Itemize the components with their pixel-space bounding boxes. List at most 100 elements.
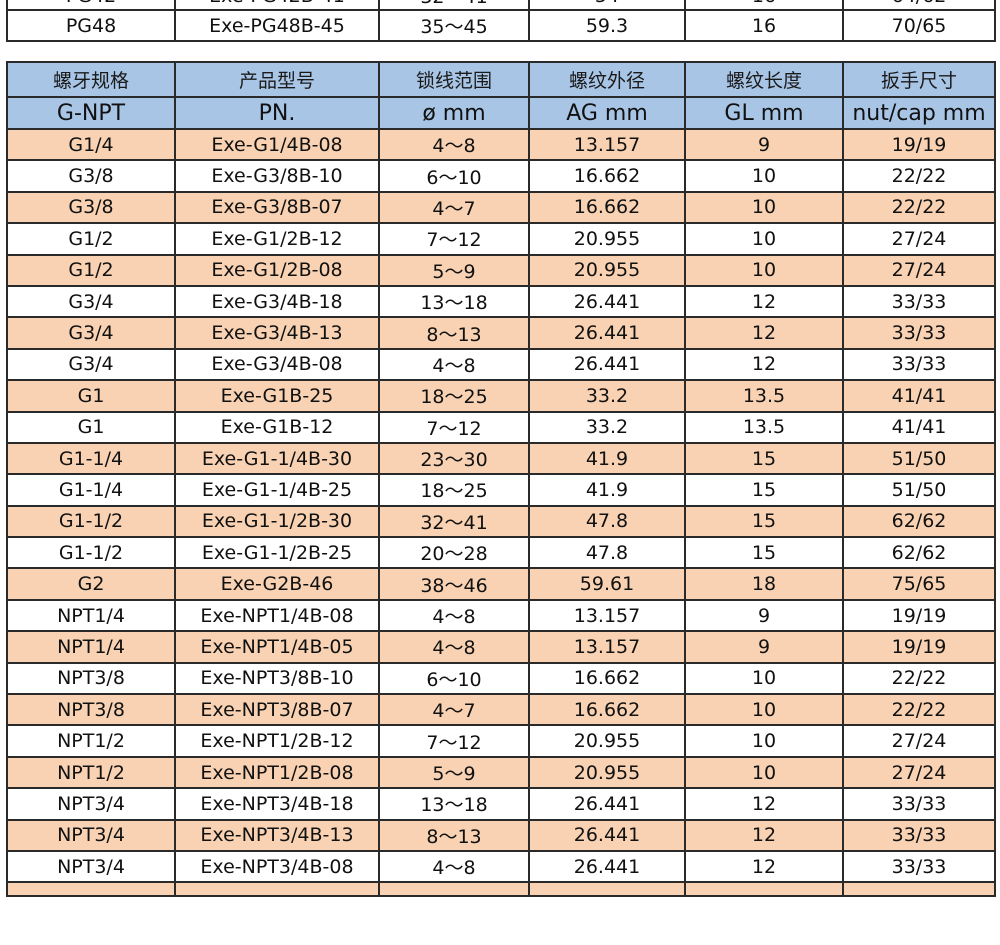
cell-wrench-size: 22/22 — [842, 190, 996, 225]
cell-cable-range: 4～8 — [378, 849, 530, 884]
cell-thread-spec: NPT3/4 — [6, 787, 176, 821]
cell-part-number: Exe-G2B-46 — [174, 567, 380, 601]
cell-empty — [842, 881, 996, 898]
cell-thread-spec: NPT3/8 — [6, 661, 176, 696]
cell-part-number: Exe-G1/2B-12 — [174, 222, 380, 256]
cell-wrench-size: 22/22 — [842, 159, 996, 193]
cell-wrench-size: 64/62 — [842, 0, 996, 11]
cell-cable-range: 5～9 — [378, 755, 530, 790]
cell-thread-spec: G1/2 — [6, 222, 176, 256]
cell-part-number: Exe-NPT1/4B-08 — [174, 598, 380, 633]
table-row: G3/4 Exe-G3/4B-18 13～18 26.441 12 33/33 — [6, 284, 996, 319]
cell-cable-range: 38～46 — [378, 567, 530, 601]
cell-empty — [528, 881, 686, 898]
cell-cable-range: 32～41 — [378, 504, 530, 539]
top-spec-table: PG42 Exe-PG42B-41 32～41 54 16 64/62 PG48… — [6, 0, 996, 42]
cell-thread-length: 10 — [684, 159, 844, 193]
cell-wrench-size: 51/50 — [842, 441, 996, 476]
cell-empty — [6, 881, 176, 898]
cell-wrench-size: 19/19 — [842, 630, 996, 664]
cell-thread-spec: G1-1/4 — [6, 473, 176, 507]
cell-thread-diameter: 13.157 — [528, 630, 686, 664]
cell-wrench-size: 70/65 — [842, 9, 996, 42]
cell-cable-range: 6～10 — [378, 159, 530, 193]
header-part-number-cn: 产品型号 — [174, 61, 380, 98]
table-row: G1-1/4 Exe-G1-1/4B-25 18～25 41.9 15 51/50 — [6, 473, 996, 507]
cell-wrench-size: 33/33 — [842, 849, 996, 884]
cell-wrench-size: 27/24 — [842, 222, 996, 256]
cell-thread-length: 12 — [684, 347, 844, 382]
cell-thread-diameter: 41.9 — [528, 441, 686, 476]
table-row: G1/2 Exe-G1/2B-08 5～9 20.955 10 27/24 — [6, 253, 996, 287]
header-part-number-en: PN. — [174, 96, 380, 130]
table-row: NPT3/4 Exe-NPT3/4B-18 13～18 26.441 12 33/33 — [6, 787, 996, 821]
cell-cable-range: 23～30 — [378, 441, 530, 476]
table-row: G1 Exe-G1B-25 18～25 33.2 13.5 41/41 — [6, 379, 996, 413]
cell-part-number: Exe-NPT3/8B-10 — [174, 661, 380, 696]
cell-part-number: Exe-NPT1/2B-08 — [174, 755, 380, 790]
cell-wrench-size: 33/33 — [842, 284, 996, 319]
cell-part-number: Exe-NPT3/8B-07 — [174, 693, 380, 727]
table-row: G3/8 Exe-G3/8B-10 6～10 16.662 10 22/22 — [6, 159, 996, 193]
cell-thread-spec: PG42 — [6, 0, 176, 11]
cell-wrench-size: 33/33 — [842, 316, 996, 350]
cell-thread-length: 9 — [684, 127, 844, 162]
cell-wrench-size: 33/33 — [842, 787, 996, 821]
cell-part-number: Exe-G3/4B-08 — [174, 347, 380, 382]
cell-thread-spec: G3/4 — [6, 316, 176, 350]
table-row: G1-1/4 Exe-G1-1/4B-30 23～30 41.9 15 51/50 — [6, 441, 996, 476]
cell-thread-length: 15 — [684, 536, 844, 570]
cell-wrench-size: 19/19 — [842, 598, 996, 633]
cell-cable-range: 32～41 — [378, 0, 530, 11]
cell-thread-diameter: 54 — [528, 0, 686, 11]
cell-thread-length: 18 — [684, 567, 844, 601]
cell-part-number: Exe-NPT1/4B-05 — [174, 630, 380, 664]
cell-thread-spec: NPT1/4 — [6, 630, 176, 664]
cell-thread-diameter: 26.441 — [528, 347, 686, 382]
cell-thread-diameter: 33.2 — [528, 379, 686, 413]
cell-thread-length: 10 — [684, 190, 844, 225]
table-row: NPT1/4 Exe-NPT1/4B-05 4～8 13.157 9 19/19 — [6, 630, 996, 664]
cell-thread-spec: G3/8 — [6, 159, 176, 193]
cell-thread-length: 10 — [684, 253, 844, 287]
cell-part-number: Exe-NPT1/2B-12 — [174, 724, 380, 758]
cell-thread-length: 10 — [684, 222, 844, 256]
cell-wrench-size: 22/22 — [842, 693, 996, 727]
cell-thread-spec: NPT3/8 — [6, 693, 176, 727]
cell-thread-diameter: 13.157 — [528, 127, 686, 162]
cell-part-number: Exe-G1-1/4B-25 — [174, 473, 380, 507]
table-row: NPT1/2 Exe-NPT1/2B-12 7～12 20.955 10 27/24 — [6, 724, 996, 758]
cell-thread-spec: G1/4 — [6, 127, 176, 162]
cell-cable-range: 7～12 — [378, 410, 530, 444]
table-row: G1/2 Exe-G1/2B-12 7～12 20.955 10 27/24 — [6, 222, 996, 256]
table-header-en: G-NPT PN. ø mm AG mm GL mm nut/cap mm — [6, 96, 996, 130]
cell-thread-diameter: 47.8 — [528, 536, 686, 570]
cell-part-number: Exe-NPT3/4B-13 — [174, 818, 380, 852]
cell-thread-length: 16 — [684, 0, 844, 11]
cell-part-number: Exe-G3/4B-13 — [174, 316, 380, 350]
table-row: NPT3/8 Exe-NPT3/8B-07 4～7 16.662 10 22/22 — [6, 693, 996, 727]
cell-cable-range: 7～12 — [378, 222, 530, 256]
cell-thread-diameter: 47.8 — [528, 504, 686, 539]
cell-thread-spec: G1-1/2 — [6, 536, 176, 570]
cell-wrench-size: 41/41 — [842, 410, 996, 444]
gnpt-spec-table: 螺牙规格 产品型号 锁线范围 螺纹外径 螺纹长度 扳手尺寸 G-NPT PN. … — [6, 61, 996, 898]
cell-thread-diameter: 59.61 — [528, 567, 686, 601]
cell-thread-length: 13.5 — [684, 410, 844, 444]
cell-cable-range: 13～18 — [378, 787, 530, 821]
cell-cable-range: 7～12 — [378, 724, 530, 758]
cell-thread-length: 12 — [684, 787, 844, 821]
cell-wrench-size: 41/41 — [842, 379, 996, 413]
cell-part-number: Exe-PG48B-45 — [174, 9, 380, 42]
cell-thread-length: 10 — [684, 724, 844, 758]
cell-thread-diameter: 26.441 — [528, 284, 686, 319]
table-row: G1-1/2 Exe-G1-1/2B-25 20～28 47.8 15 62/62 — [6, 536, 996, 570]
cell-thread-length: 15 — [684, 504, 844, 539]
header-thread-spec-cn: 螺牙规格 — [6, 61, 176, 98]
cell-thread-diameter: 26.441 — [528, 316, 686, 350]
header-thread-length-cn: 螺纹长度 — [684, 61, 844, 98]
cell-thread-length: 15 — [684, 441, 844, 476]
table-row: NPT1/2 Exe-NPT1/2B-08 5～9 20.955 10 27/24 — [6, 755, 996, 790]
cell-wrench-size: 62/62 — [842, 504, 996, 539]
cell-thread-spec: G3/4 — [6, 347, 176, 382]
